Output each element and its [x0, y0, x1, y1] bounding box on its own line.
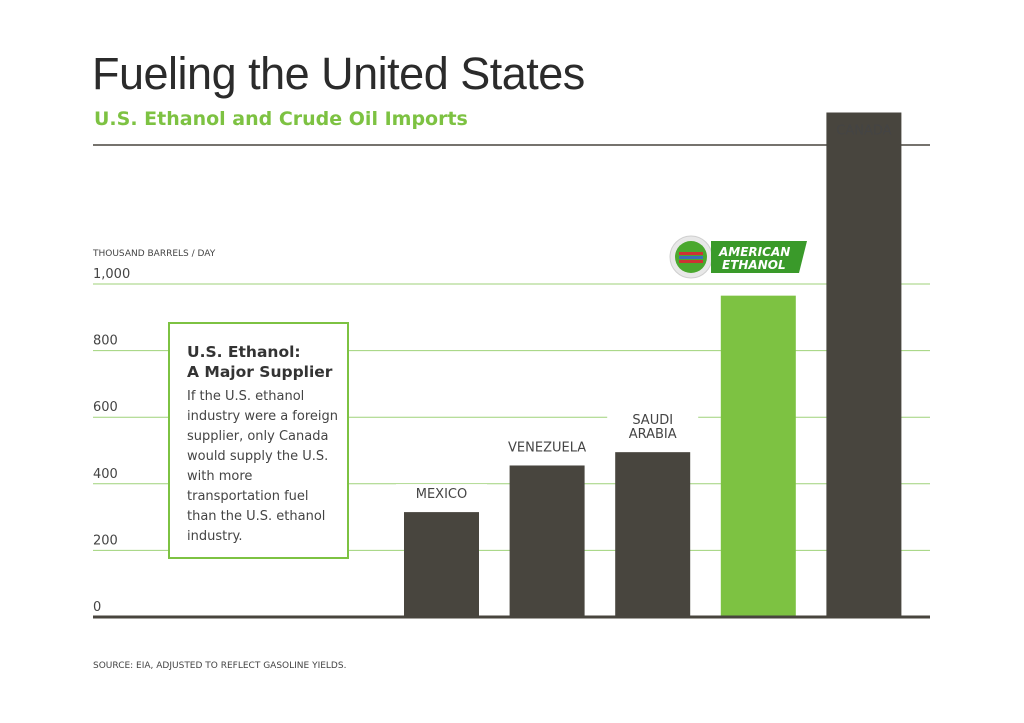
source-note: SOURCE: EIA, ADJUSTED TO REFLECT GASOLIN…	[93, 661, 347, 671]
label-background	[607, 410, 699, 443]
chart-subtitle: U.S. Ethanol and Crude Oil Imports	[94, 108, 468, 130]
chart-title: Fueling the United States	[92, 48, 585, 99]
category-label: VENEZUELA	[508, 440, 586, 455]
callout-box: U.S. Ethanol: A Major Supplier If the U.S…	[168, 322, 349, 559]
y-tick-label: 1,000	[93, 267, 130, 282]
bar	[720, 295, 796, 617]
callout-heading-line1: U.S. Ethanol:	[187, 343, 301, 361]
callout-heading-line2: A Major Supplier	[187, 363, 333, 381]
y-tick-label: 800	[93, 334, 118, 349]
y-tick-label: 600	[93, 400, 118, 415]
category-label: ARABIA	[629, 427, 677, 442]
category-label: CANADA	[836, 124, 891, 139]
y-tick-label: 400	[93, 467, 118, 482]
bar	[826, 112, 902, 617]
y-axis-label: THOUSAND BARRELS / DAY	[93, 249, 216, 259]
american-ethanol-logo: AMERICAN ETHANOL	[669, 235, 807, 279]
callout-heading: U.S. Ethanol: A Major Supplier	[187, 342, 347, 382]
bar	[615, 452, 691, 617]
label-background	[501, 437, 593, 456]
y-tick-label: 200	[93, 533, 118, 548]
bar	[509, 465, 585, 617]
logo-text: AMERICAN	[718, 245, 790, 259]
category-label: MEXICO	[416, 487, 467, 502]
logo-text: ETHANOL	[722, 258, 786, 272]
bar	[404, 512, 479, 617]
callout-body: If the U.S. ethanol industry were a fore…	[187, 389, 338, 544]
y-tick-label: 0	[93, 600, 101, 615]
category-label: SAUDI	[632, 413, 673, 428]
label-background	[396, 484, 487, 503]
